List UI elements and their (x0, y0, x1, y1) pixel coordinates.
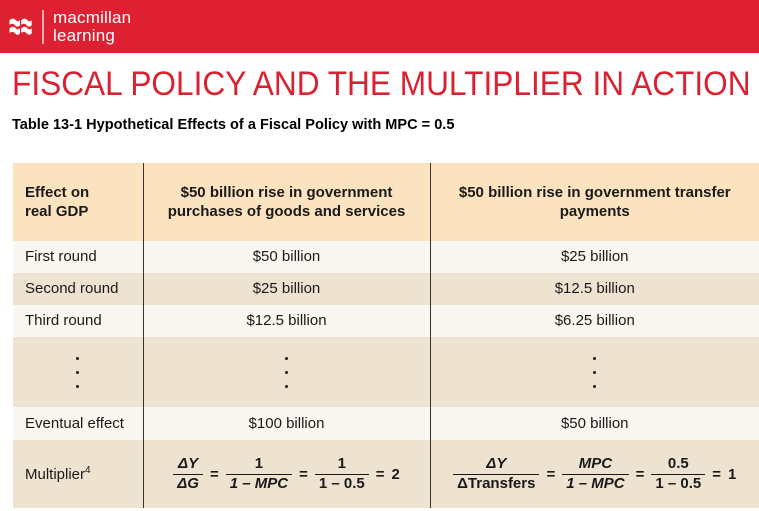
header-cell-purchases: $50 billion rise in government purchases… (143, 163, 431, 241)
table-caption: Table 13-1 Hypothetical Effects of a Fis… (12, 116, 455, 133)
denominator: 1 – MPC (225, 473, 293, 492)
macmillan-m-logo-icon (9, 18, 32, 35)
multiplier-label-text: Multiplier (25, 466, 86, 483)
formula-multiplier-purchases: ΔY ΔG = 1 1 – MPC = 1 1 – 0.5 (144, 456, 430, 491)
vertical-ellipsis-icon (144, 337, 430, 407)
header-effect-line2: real GDP (25, 203, 89, 220)
multiplier-footnote-marker: 4 (85, 465, 91, 476)
cell-purchases-multiplier-formula: ΔY ΔG = 1 1 – MPC = 1 1 – 0.5 (143, 440, 431, 508)
table-row-multiplier: Multiplier4 ΔY ΔG = 1 1 – MPC = (13, 440, 759, 508)
multiplier-result-purchases: 2 (391, 465, 400, 483)
table-header-row: Effect on real GDP $50 billion rise in g… (13, 163, 759, 241)
brand-banner: macmillan learning (0, 0, 759, 53)
numerator: 0.5 (667, 455, 689, 473)
vertical-ellipsis-icon (431, 337, 759, 407)
macmillan-learning-logo: macmillan learning (8, 7, 131, 47)
table-row: Second round $25 billion $12.5 billion (13, 273, 759, 305)
fraction-one-over-one-minus-mpc: 1 1 – MPC (225, 455, 293, 492)
equals-sign-2: = (635, 465, 645, 483)
numerator: MPC (578, 455, 613, 473)
equals-sign-1: = (546, 465, 556, 483)
cell-purchases-first-round: $50 billion (143, 241, 431, 273)
cell-transfers-first-round: $25 billion (430, 241, 759, 273)
fraction-delta-y-over-delta-transfers: ΔY ΔTransfers (453, 455, 540, 492)
header-effect-line1: Effect on (25, 184, 90, 201)
row-label-second-round: Second round (13, 273, 144, 305)
denominator: 1 – 0.5 (651, 473, 706, 492)
table-row: First round $50 billion $25 billion (13, 241, 759, 273)
fraction-delta-y-over-delta-g: ΔY ΔG (173, 456, 203, 491)
denominator: 1 – MPC (562, 473, 629, 492)
fraction-point-five-over-one-minus-point-five: 0.5 1 – 0.5 (651, 455, 706, 492)
cell-purchases-eventual: $100 billion (143, 407, 431, 440)
header-cell-effect: Effect on real GDP (13, 163, 144, 241)
cell-transfers-second-round: $12.5 billion (430, 273, 759, 305)
ellipsis-purchases-column (143, 337, 431, 407)
vertical-ellipsis-icon (13, 337, 143, 407)
formula-multiplier-transfers: ΔY ΔTransfers = MPC 1 – MPC = 0.5 1 – 0.… (431, 456, 759, 491)
cell-transfers-multiplier-formula: ΔY ΔTransfers = MPC 1 – MPC = 0.5 1 – 0.… (430, 440, 759, 508)
cell-transfers-third-round: $6.25 billion (430, 305, 759, 337)
fiscal-policy-table: Effect on real GDP $50 billion rise in g… (13, 163, 759, 508)
cell-purchases-third-round: $12.5 billion (143, 305, 431, 337)
logo-divider (42, 9, 44, 44)
equals-sign-3: = (375, 465, 385, 483)
equals-sign-3: = (712, 465, 721, 483)
page-title: FISCAL POLICY AND THE MULTIPLIER IN ACTI… (12, 65, 751, 103)
denominator: ΔTransfers (453, 473, 540, 492)
row-label-eventual-effect: Eventual effect (13, 407, 144, 440)
numerator: ΔY (178, 455, 199, 473)
equals-sign-2: = (299, 465, 308, 483)
brand-name-line2: learning (53, 25, 116, 45)
fraction-one-over-one-minus-point-five: 1 1 – 0.5 (314, 455, 369, 492)
numerator: 1 (254, 455, 264, 473)
brand-name-line1: macmillan (53, 7, 132, 27)
ellipsis-transfers-column (430, 337, 759, 407)
row-label-third-round: Third round (13, 305, 144, 337)
multiplier-result-transfers: 1 (728, 465, 737, 483)
denominator: ΔG (173, 473, 203, 492)
table-row-ellipsis (13, 337, 759, 407)
row-label-first-round: First round (13, 241, 144, 273)
ellipsis-label-column (13, 337, 144, 407)
equals-sign-1: = (209, 465, 219, 483)
denominator: 1 – 0.5 (314, 473, 369, 492)
brand-wordmark: macmillan learning (53, 7, 132, 45)
cell-transfers-eventual: $50 billion (430, 407, 759, 440)
numerator: 1 (337, 455, 346, 473)
table-row-eventual-effect: Eventual effect $100 billion $50 billion (13, 407, 759, 440)
numerator: ΔY (486, 455, 507, 473)
fraction-mpc-over-one-minus-mpc: MPC 1 – MPC (562, 455, 629, 492)
table-row: Third round $12.5 billion $6.25 billion (13, 305, 759, 337)
row-label-multiplier: Multiplier4 (13, 440, 144, 508)
table-container: Effect on real GDP $50 billion rise in g… (13, 163, 759, 508)
cell-purchases-second-round: $25 billion (143, 273, 431, 305)
header-cell-transfers: $50 billion rise in government transfer … (430, 163, 759, 241)
